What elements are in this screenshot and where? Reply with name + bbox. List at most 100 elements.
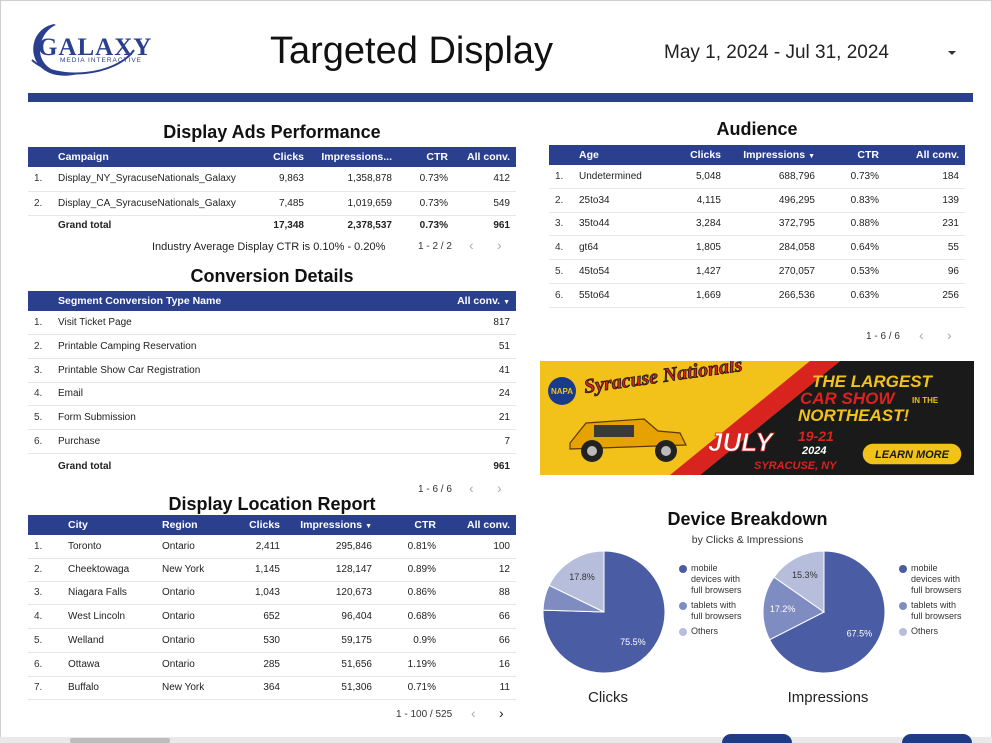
table-row[interactable]: 1. Display_NY_SyracuseNationals_Galaxy 9…: [28, 167, 516, 192]
table-row[interactable]: 7. Buffalo New York 364 51,306 0.71% 11: [28, 676, 516, 700]
nav-tab[interactable]: [902, 734, 972, 743]
table-row[interactable]: 5. Form Submission 21: [28, 405, 516, 430]
col-clicks[interactable]: Clicks: [236, 515, 286, 535]
ads-pager: 1 - 2 / 2: [418, 241, 452, 252]
logo-subtext: MEDIA INTERACTIVE: [60, 57, 143, 64]
col-campaign[interactable]: Campaign: [52, 147, 240, 167]
col-all-conv[interactable]: All conv.: [442, 515, 516, 535]
next-page-icon[interactable]: ›: [497, 480, 502, 496]
next-page-icon[interactable]: ›: [947, 327, 952, 343]
location-pager: 1 - 100 / 525: [396, 709, 453, 720]
ads-performance-title: Display Ads Performance: [163, 122, 381, 142]
table-row[interactable]: 6. 55to64 1,669 266,536 0.63% 256: [549, 283, 965, 308]
grand-total-row: Grand total 17,348 2,378,537 0.73% 961: [58, 219, 510, 231]
col-all-conv[interactable]: All conv.: [454, 147, 516, 167]
col-impressions[interactable]: Impressions ▼: [727, 145, 821, 165]
table-row[interactable]: 2. Cheektowaga New York 1,145 128,147 0.89% 12: [28, 558, 516, 582]
legend-item[interactable]: mobile devices with full browsers: [679, 563, 749, 596]
table-row[interactable]: 2. 25to34 4,115 496,295 0.83% 139: [549, 188, 965, 213]
galaxy-logo-icon: [31, 24, 135, 76]
col-all-conv[interactable]: All conv. ▼: [432, 291, 516, 311]
banner-brand: NAPA: [551, 387, 573, 396]
banner-date-days: 19-21: [798, 428, 834, 444]
banner-line2b: IN THE: [912, 396, 939, 405]
table-row[interactable]: 4. Email 24: [28, 382, 516, 406]
col-age[interactable]: Age: [573, 145, 669, 165]
legend-item[interactable]: Others: [899, 626, 969, 637]
table-row[interactable]: 2. Printable Camping Reservation 51: [28, 334, 516, 359]
ads-performance-table: Campaign Clicks Impressions... CTR All c…: [28, 147, 516, 235]
hot-rod-car-icon: [569, 418, 687, 462]
conversion-details-table: Segment Conversion Type Name All conv. ▼ …: [28, 291, 516, 479]
col-ctr[interactable]: CTR: [821, 145, 885, 165]
location-report-table: City Region Clicks Impressions ▼ CTR All …: [28, 515, 516, 700]
header-divider: [28, 93, 973, 102]
col-clicks[interactable]: Clicks: [669, 145, 727, 165]
prev-page-icon[interactable]: ‹: [919, 327, 924, 343]
next-page-icon[interactable]: ›: [497, 237, 502, 253]
sort-desc-icon[interactable]: ▼: [503, 299, 510, 306]
impressions-pie-legend: mobile devices with full browsers tablet…: [899, 563, 969, 641]
banner-location: SYRACUSE, NY: [754, 460, 838, 472]
banner-line3: NORTHEAST!: [798, 406, 909, 425]
table-row[interactable]: 3. Niagara Falls Ontario 1,043 120,673 0.86% 8…: [28, 581, 516, 605]
impressions-pie-chart: 67.5% 17.2% 15.3%: [762, 550, 886, 674]
table-row[interactable]: 3. Printable Show Car Registration 41: [28, 358, 516, 383]
col-region[interactable]: Region: [156, 515, 236, 535]
conversion-pager: 1 - 6 / 6: [418, 484, 452, 495]
pie-slice[interactable]: [773, 550, 825, 613]
clicks-pie-legend: mobile devices with full browsers tablet…: [679, 563, 749, 641]
table-row[interactable]: 5. Welland Ontario 530 59,175 0.9% 66: [28, 628, 516, 653]
prev-page-icon[interactable]: ‹: [471, 705, 476, 721]
pie-slice-label: 75.5%: [620, 637, 646, 647]
audience-table: Age Clicks Impressions ▼ CTR All conv. 1.…: [549, 145, 965, 308]
table-row[interactable]: 5. 45to54 1,427 270,057 0.53% 96: [549, 259, 965, 284]
caret-down-icon[interactable]: [948, 51, 956, 55]
col-city[interactable]: City: [62, 515, 156, 535]
sort-desc-icon[interactable]: ▼: [808, 153, 815, 160]
table-row[interactable]: 4. West Lincoln Ontario 652 96,404 0.68% 66: [28, 604, 516, 629]
location-report-title: Display Location Report: [168, 494, 376, 514]
legend-item[interactable]: mobile devices with full browsers: [899, 563, 969, 596]
scrollbar-segment[interactable]: [70, 738, 170, 743]
pie-slice-label: 17.8%: [569, 572, 595, 582]
next-page-icon[interactable]: ›: [499, 705, 504, 721]
col-impressions[interactable]: Impressions ▼: [286, 515, 378, 535]
table-row[interactable]: 6. Ottawa Ontario 285 51,656 1.19% 16: [28, 652, 516, 677]
banner-date-month: JULY: [708, 427, 775, 457]
nav-tab[interactable]: [722, 734, 792, 743]
table-row[interactable]: 4. gt64 1,805 284,058 0.64% 55: [549, 235, 965, 260]
legend-item[interactable]: tablets with full browsers: [899, 600, 969, 622]
legend-item[interactable]: tablets with full browsers: [679, 600, 749, 622]
col-ctr[interactable]: CTR: [378, 515, 442, 535]
device-breakdown-title: Device Breakdown: [667, 509, 828, 529]
table-row[interactable]: 6. Purchase 7: [28, 429, 516, 454]
col-all-conv[interactable]: All conv.: [885, 145, 965, 165]
table-row[interactable]: 1. Visit Ticket Page 817: [28, 311, 516, 335]
prev-page-icon[interactable]: ‹: [469, 480, 474, 496]
col-ctr[interactable]: CTR: [398, 147, 454, 167]
pie-slice-label: 67.5%: [847, 629, 873, 639]
table-row[interactable]: 1. Undetermined 5,048 688,796 0.73% 184: [549, 165, 965, 189]
table-row[interactable]: 2. Display_CA_SyracuseNationals_Galaxy 7…: [28, 191, 516, 216]
col-clicks[interactable]: Clicks: [240, 147, 310, 167]
syracuse-nationals-banner[interactable]: NAPA Syracuse Nationals THE LARGEST CAR …: [540, 361, 974, 475]
date-range-picker[interactable]: May 1, 2024 - Jul 31, 2024: [664, 42, 889, 63]
bottom-strip: [0, 737, 992, 743]
prev-page-icon[interactable]: ‹: [469, 237, 474, 253]
grand-total-row: Grand total 961: [58, 460, 510, 472]
industry-ctr-note: Industry Average Display CTR is 0.10% - …: [152, 241, 386, 253]
col-conversion-type[interactable]: Segment Conversion Type Name: [52, 291, 432, 311]
legend-item[interactable]: Others: [679, 626, 749, 637]
pie-slice[interactable]: [768, 550, 886, 674]
table-row[interactable]: 1. Toronto Ontario 2,411 295,846 0.81% 100: [28, 535, 516, 559]
sort-desc-icon[interactable]: ▼: [365, 523, 372, 530]
col-impressions[interactable]: Impressions...: [310, 147, 398, 167]
pie-slice-label: 15.3%: [792, 570, 818, 580]
table-row[interactable]: 3. 35to44 3,284 372,795 0.88% 231: [549, 212, 965, 236]
banner-line2: CAR SHOW: [800, 389, 896, 408]
conversion-details-title: Conversion Details: [190, 266, 354, 286]
pie-slice[interactable]: [762, 576, 825, 641]
learn-more-button[interactable]: [861, 442, 963, 466]
pie-slice[interactable]: [548, 550, 605, 613]
